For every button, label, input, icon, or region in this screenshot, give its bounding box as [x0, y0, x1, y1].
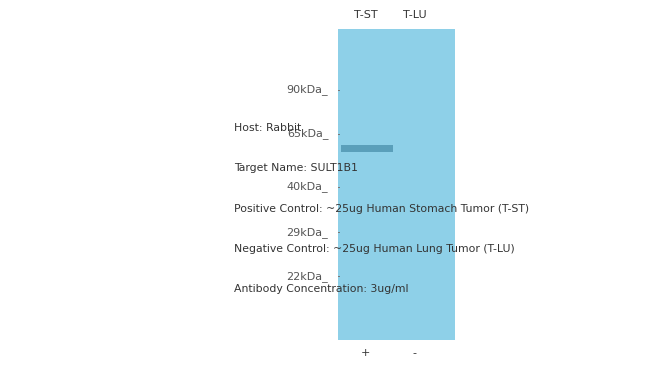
Bar: [338, 29, 455, 340]
Text: Negative Control: ~25ug Human Lung Tumor (T-LU): Negative Control: ~25ug Human Lung Tumor…: [234, 244, 515, 254]
Text: Antibody Concentration: 3ug/ml: Antibody Concentration: 3ug/ml: [234, 284, 408, 294]
Text: 65kDa_: 65kDa_: [287, 128, 328, 139]
Bar: [341, 145, 393, 152]
Text: Positive Control: ~25ug Human Stomach Tumor (T-ST): Positive Control: ~25ug Human Stomach Tu…: [234, 203, 529, 214]
Text: +: +: [361, 348, 370, 358]
Text: 29kDa_: 29kDa_: [287, 227, 328, 238]
Text: Target Name: SULT1B1: Target Name: SULT1B1: [234, 163, 358, 173]
Text: 40kDa_: 40kDa_: [287, 181, 328, 192]
Text: 90kDa_: 90kDa_: [287, 84, 328, 95]
Text: T-ST: T-ST: [354, 10, 378, 20]
Text: T-LU: T-LU: [403, 10, 426, 20]
Text: 22kDa_: 22kDa_: [287, 271, 328, 282]
Text: -: -: [413, 348, 417, 358]
Text: Host: Rabbit: Host: Rabbit: [234, 123, 301, 133]
